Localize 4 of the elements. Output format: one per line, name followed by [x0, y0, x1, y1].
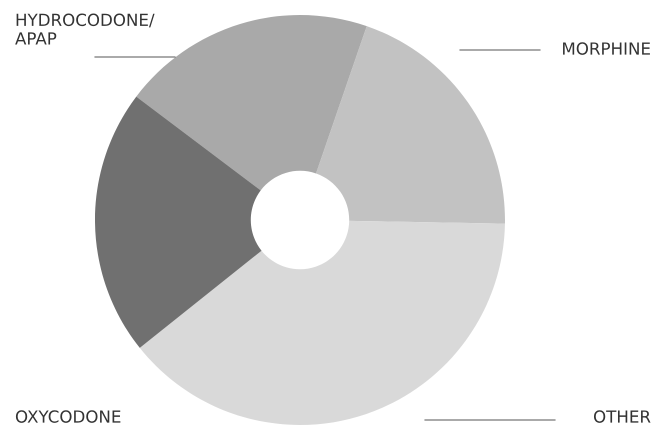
slice-label: MORPHINE: [563, 42, 650, 55]
slice-label: OXYCODONE: [16, 410, 120, 423]
slice-label: HYDROCODONE/ APAP: [15, 14, 155, 45]
slice-label: OTHER: [594, 410, 651, 423]
